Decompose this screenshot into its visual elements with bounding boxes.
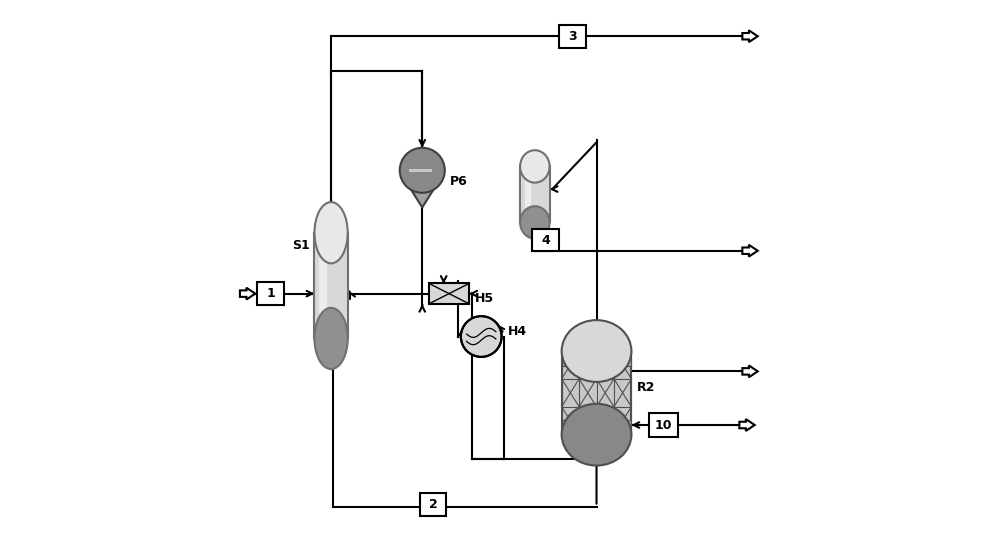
- Polygon shape: [742, 365, 758, 377]
- Ellipse shape: [314, 202, 348, 264]
- Text: 3: 3: [568, 30, 577, 43]
- Text: S1: S1: [292, 239, 310, 252]
- Bar: [314, 233, 348, 338]
- Text: P6: P6: [450, 175, 468, 188]
- Ellipse shape: [562, 320, 631, 382]
- Bar: [532, 229, 559, 251]
- Text: 2: 2: [429, 498, 437, 511]
- Polygon shape: [403, 177, 441, 208]
- Ellipse shape: [314, 308, 348, 369]
- Bar: [649, 413, 678, 437]
- Circle shape: [400, 148, 445, 193]
- Polygon shape: [742, 245, 758, 257]
- Bar: [420, 493, 446, 516]
- Circle shape: [461, 316, 502, 357]
- Text: 4: 4: [541, 233, 550, 246]
- Ellipse shape: [562, 404, 631, 466]
- Text: 1: 1: [266, 287, 275, 300]
- Polygon shape: [739, 419, 755, 431]
- Text: 10: 10: [655, 418, 672, 432]
- Bar: [562, 358, 631, 365]
- Bar: [257, 282, 284, 305]
- Text: H5: H5: [475, 293, 494, 306]
- Polygon shape: [240, 288, 255, 300]
- Bar: [559, 25, 586, 47]
- Bar: [520, 167, 550, 223]
- Ellipse shape: [520, 150, 550, 183]
- Ellipse shape: [520, 206, 550, 239]
- Bar: [562, 351, 631, 434]
- Bar: [562, 420, 631, 427]
- Polygon shape: [742, 30, 758, 42]
- Text: H4: H4: [508, 324, 527, 337]
- Text: R2: R2: [637, 381, 655, 394]
- Bar: [525, 167, 531, 223]
- Bar: [429, 284, 469, 304]
- Bar: [319, 233, 327, 338]
